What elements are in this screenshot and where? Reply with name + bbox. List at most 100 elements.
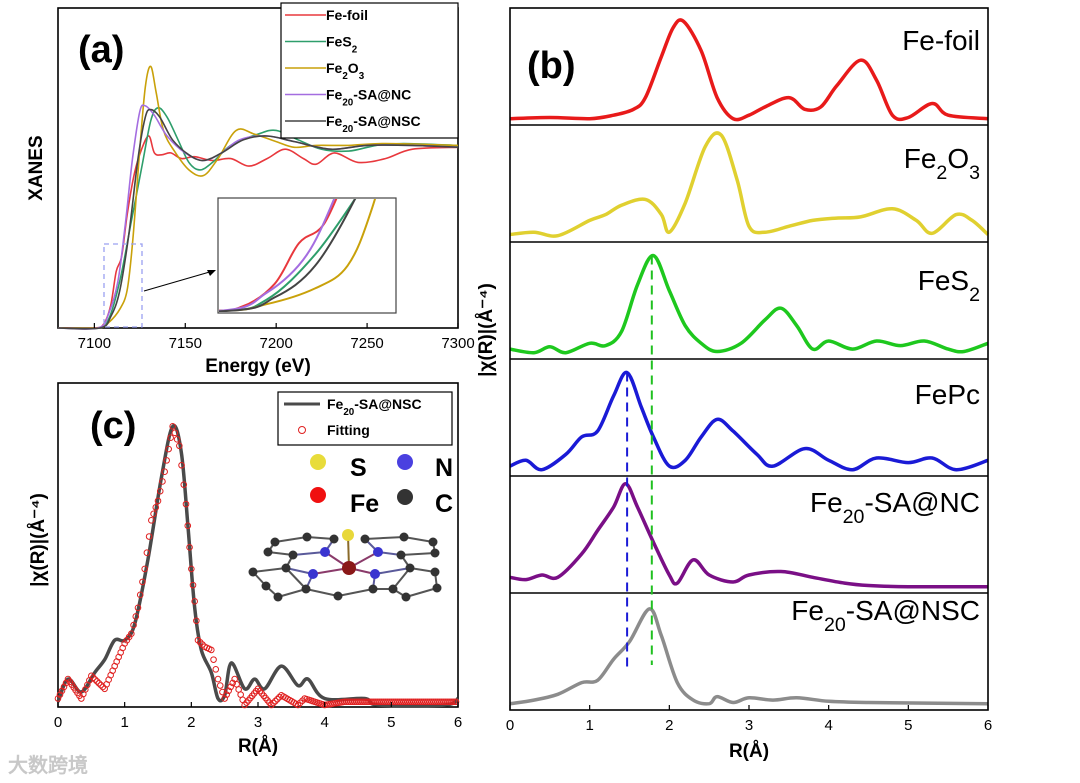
- atom-S-icon: [310, 454, 326, 470]
- label-subscript: 20: [343, 407, 354, 418]
- x-tick-label: 6: [454, 714, 462, 731]
- fitting-marker: [450, 698, 458, 706]
- label-subscript: 20: [342, 97, 353, 108]
- c-c-bond: [306, 536, 335, 540]
- fitting-marker: [139, 578, 146, 586]
- label-text: -SA@NC: [353, 87, 411, 103]
- ft-curve-FeS2: [509, 253, 989, 355]
- x-tick-label: 7150: [169, 335, 202, 352]
- fitting-marker: [176, 442, 183, 450]
- c-c-bond: [405, 587, 438, 598]
- fitting-marker: [223, 691, 230, 698]
- c-c-bond: [305, 588, 339, 597]
- c-c-bond: [274, 536, 308, 543]
- atom-N-icon: [397, 454, 413, 470]
- label-text: Fe: [904, 143, 937, 174]
- ft-curve-FePc: [509, 370, 989, 472]
- x-tick-label: 0: [54, 714, 62, 731]
- carbon-atom: [301, 584, 311, 594]
- fitting-marker: [191, 598, 198, 605]
- fitting-marker: [165, 445, 172, 453]
- label-subscript: 3: [969, 162, 980, 184]
- fitting-marker: [227, 683, 234, 691]
- x-tick-label: 7100: [78, 335, 111, 352]
- label-text: O: [947, 143, 969, 174]
- fitting-marker: [221, 695, 228, 702]
- fitting-marker: [184, 522, 192, 530]
- carbon-atom: [288, 550, 298, 560]
- x-tick-label: 4: [320, 714, 328, 731]
- panel-c-ylabel: |χ(R)|(Å⁻⁴): [28, 493, 49, 587]
- c-c-bond: [337, 588, 374, 597]
- atom-label: C: [435, 490, 453, 518]
- panel-c-label: (c): [90, 405, 136, 447]
- panel-a-ylabel: XANES: [26, 135, 47, 200]
- fitting-marker: [163, 457, 170, 464]
- fitting-marker: [62, 679, 70, 687]
- carbon-atom: [270, 537, 280, 547]
- fitting-marker: [268, 701, 275, 709]
- label-text: -SA@NC: [864, 487, 980, 518]
- carbon-atom: [399, 532, 409, 542]
- fitting-marker: [150, 510, 157, 518]
- carbon-atom: [405, 563, 415, 573]
- carbon-atom: [428, 537, 438, 547]
- carbon-atom: [302, 532, 312, 542]
- atom-label: N: [435, 454, 453, 482]
- c-c-bond: [392, 567, 411, 590]
- atom-C-icon: [397, 489, 413, 505]
- fitting-marker: [159, 478, 166, 485]
- atom-label: S: [350, 454, 367, 482]
- fitting-marker: [93, 678, 101, 685]
- zoom-region-box: [103, 243, 143, 328]
- label-text: O: [348, 60, 359, 76]
- ft-curve-Fe20-SA@NSC: [56, 423, 460, 708]
- fitting-marker: [141, 565, 148, 573]
- fitting-marker: [128, 630, 135, 638]
- x-tick-label: 3: [254, 714, 262, 731]
- ft-curve-Fe20-SA@NSC: [509, 607, 989, 706]
- carbon-atom: [281, 563, 291, 573]
- panel-c-legend-items: Fe20-SA@NSC Fitting: [284, 396, 422, 438]
- panel-b: Fe-foilFe2O3FeS2FePcFe20-SA@NCFe20-SA@NS…: [476, 7, 992, 762]
- fitting-marker: [186, 544, 193, 551]
- fitting-marker: [154, 497, 162, 505]
- carbon-atom: [248, 567, 258, 577]
- label-subscript: 2: [969, 284, 980, 306]
- nitrogen-atom: [373, 547, 383, 557]
- fitting-marker: [294, 701, 302, 709]
- x-tick-label: 4: [824, 717, 832, 734]
- panel-b-curves: Fe-foilFe2O3FeS2FePcFe20-SA@NCFe20-SA@NS…: [509, 18, 990, 706]
- fitting-marker: [88, 672, 95, 680]
- legend-swatch-marker: [298, 426, 306, 434]
- carbon-atom: [396, 550, 406, 560]
- panel-c-xlabel: R(Å): [238, 736, 278, 757]
- nitrogen-atom: [370, 569, 380, 579]
- nitrogen-atom: [320, 547, 330, 557]
- x-tick-label: 5: [387, 714, 395, 731]
- x-tick-label: 5: [904, 717, 912, 734]
- c-c-bond: [400, 552, 436, 556]
- iron-atom: [342, 561, 356, 575]
- x-tick-label: 2: [187, 714, 195, 731]
- label-subscript: 2: [352, 44, 358, 55]
- label-subscript: 2: [936, 162, 947, 184]
- x-tick-label: 7200: [259, 335, 292, 352]
- ft-curve-Fe-foil: [509, 18, 989, 122]
- fitting-marker: [152, 504, 160, 511]
- fitting-marker: [210, 656, 217, 663]
- ft-curve-Fe2O3: [509, 131, 990, 238]
- inset-curve-Fe2O3: [219, 199, 377, 312]
- c-c-bond: [285, 567, 307, 590]
- fitting-marker: [296, 699, 304, 707]
- panel-a-legend: [280, 2, 459, 139]
- label-text: Fe: [326, 60, 343, 76]
- ft-curve-Fe20-SA@NC: [509, 481, 989, 589]
- panel-c-curves: [54, 423, 460, 709]
- c-c-bond: [252, 567, 287, 573]
- panel-b-ylabel: |χ(R)|(Å⁻⁴): [476, 283, 497, 377]
- carbon-atom: [360, 534, 370, 544]
- label-subscript: 20: [843, 506, 865, 528]
